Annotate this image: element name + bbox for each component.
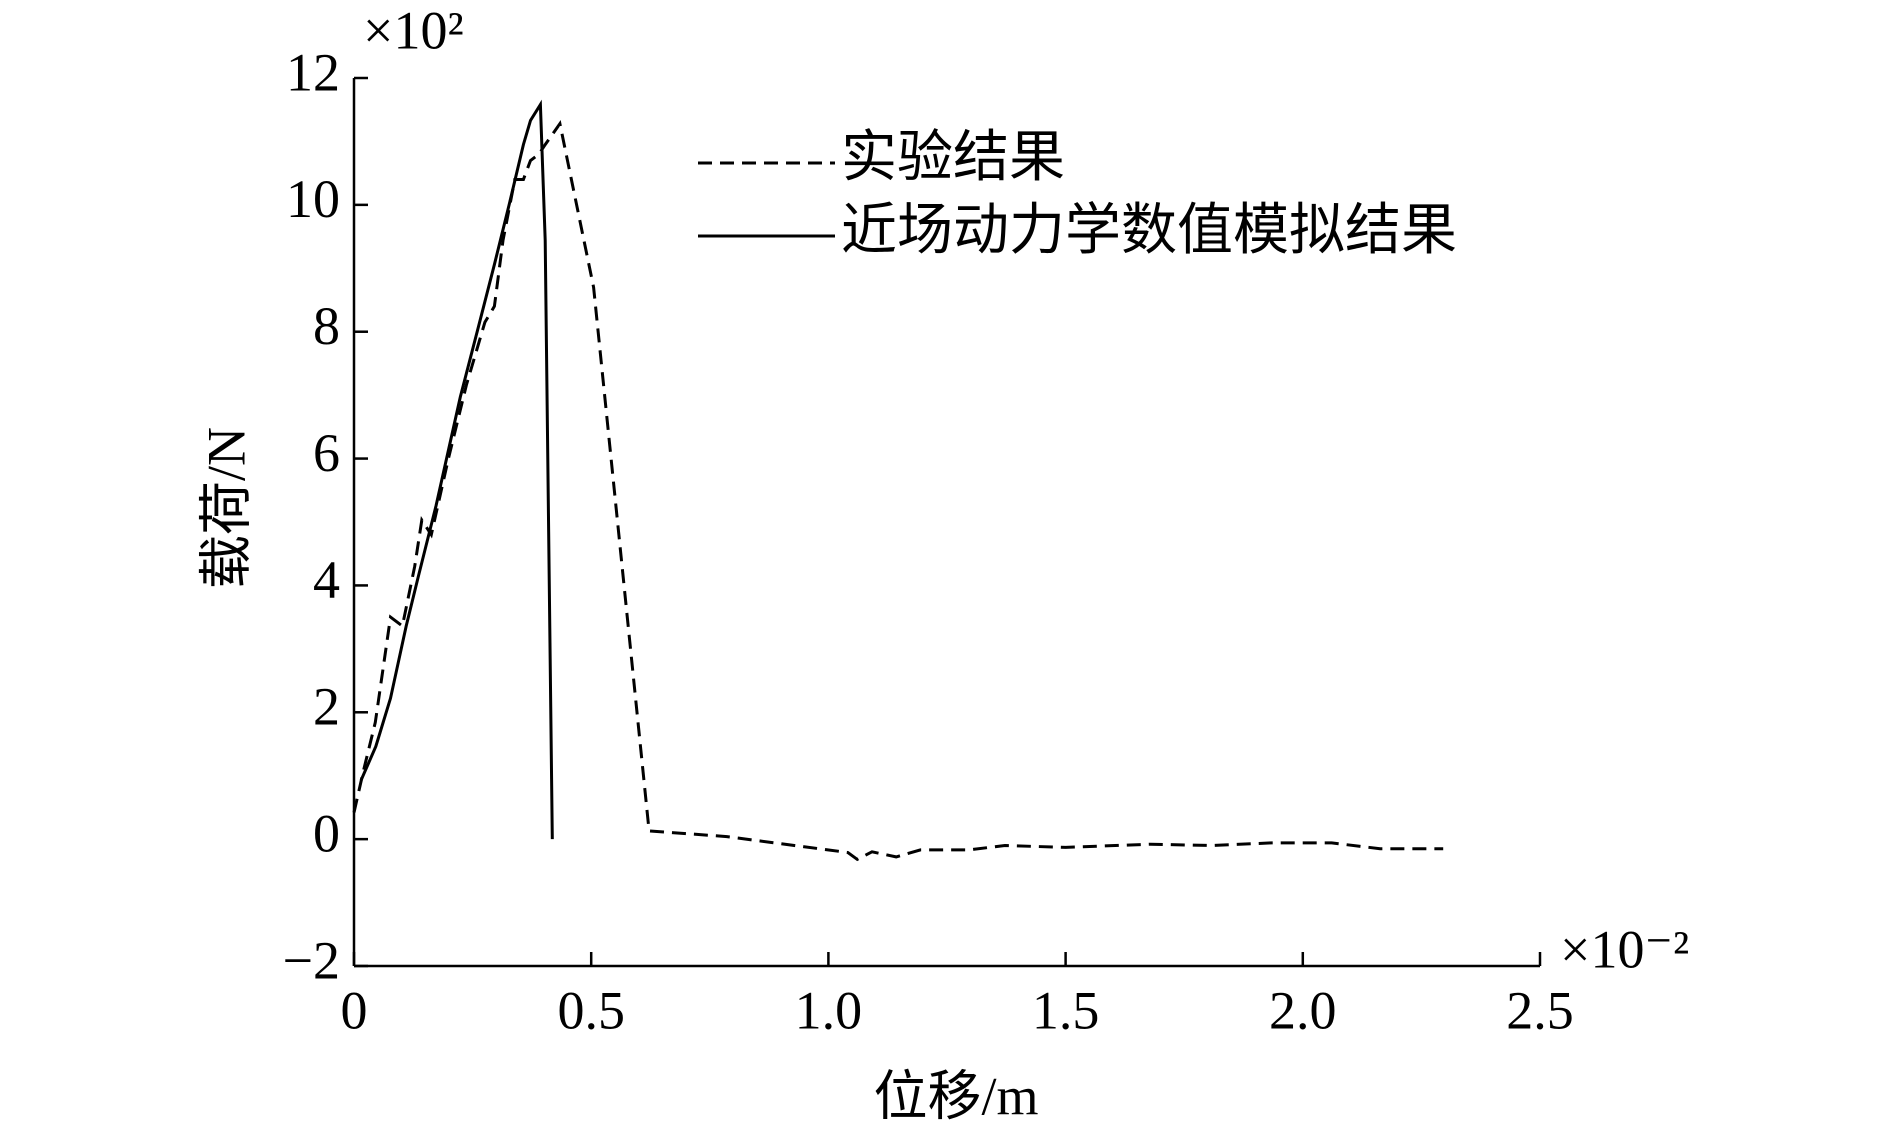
y-tick-label: 4 xyxy=(313,550,340,610)
x-tick-label: 1.0 xyxy=(795,980,863,1040)
x-tick-label: 0 xyxy=(341,980,368,1040)
x-tick-label: 2.5 xyxy=(1506,980,1574,1040)
y-tick-label: 10 xyxy=(286,169,340,229)
x-tick-label: 2.0 xyxy=(1269,980,1337,1040)
y-tick-label: 2 xyxy=(313,677,340,737)
y-tick-label: 0 xyxy=(313,804,340,864)
y-axis-label: 载荷/N xyxy=(196,427,256,589)
legend-label: 实验结果 xyxy=(841,127,1065,189)
legend-label: 近场动力学数值模拟结果 xyxy=(841,200,1457,262)
y-tick-label: 12 xyxy=(286,42,340,102)
x-axis-label: 位移/m xyxy=(873,1066,1038,1126)
y-tick-label: −2 xyxy=(283,930,340,990)
data-line xyxy=(359,99,554,840)
data-line xyxy=(352,119,1444,862)
x-tick-label: 0.5 xyxy=(557,980,625,1040)
x-scale-label: ×10⁻² xyxy=(1560,919,1689,979)
y-tick-label: 8 xyxy=(313,296,340,356)
y-tick-label: 6 xyxy=(313,423,340,483)
x-tick-label: 1.5 xyxy=(1032,980,1100,1040)
y-scale-label: ×10² xyxy=(363,0,464,60)
